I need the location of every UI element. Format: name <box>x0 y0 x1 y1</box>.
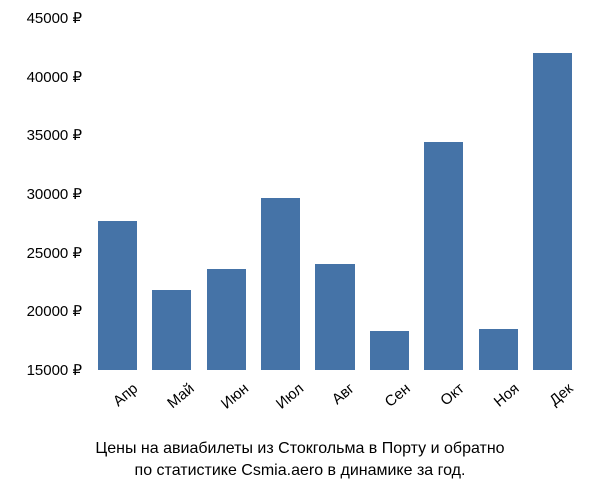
bar <box>370 331 409 370</box>
y-tick-label: 25000 ₽ <box>27 244 82 262</box>
y-tick-label: 35000 ₽ <box>27 126 82 144</box>
y-tick-label: 20000 ₽ <box>27 302 82 320</box>
x-tick-label: Июн <box>218 380 252 413</box>
bar <box>207 269 246 370</box>
x-tick-label: Дек <box>546 380 576 409</box>
y-tick-label: 45000 ₽ <box>27 9 82 27</box>
x-tick-label: Май <box>164 380 197 412</box>
bar <box>152 290 191 370</box>
plot-area: 15000 ₽20000 ₽25000 ₽30000 ₽35000 ₽40000… <box>90 18 580 370</box>
y-tick-label: 30000 ₽ <box>27 185 82 203</box>
caption-line-1: Цены на авиабилеты из Стокгольма в Порту… <box>95 440 504 457</box>
y-tick-label: 15000 ₽ <box>27 361 82 379</box>
bar <box>98 221 137 370</box>
price-chart: 15000 ₽ 20000 ₽ 25000 ₽ 30000 ₽ 35000 ₽ 40000… <box>0 0 600 500</box>
y-tick-label: 40000 ₽ <box>27 68 82 86</box>
bar <box>479 329 518 370</box>
bar <box>315 264 354 370</box>
x-tick-label: Ноя <box>491 380 523 411</box>
x-tick-label: Июл <box>272 380 306 413</box>
chart-caption: Цены на авиабилеты из Стокгольма в Порту… <box>0 438 600 481</box>
x-tick-label: Окт <box>437 380 467 409</box>
x-tick-label: Авг <box>329 380 358 408</box>
caption-line-2: по статистике Csmia.aero в динамике за г… <box>135 462 466 479</box>
bar <box>533 53 572 370</box>
bar <box>424 142 463 370</box>
x-tick-label: Сен <box>382 380 414 411</box>
bar <box>261 198 300 370</box>
x-tick-label: Апр <box>110 380 141 410</box>
